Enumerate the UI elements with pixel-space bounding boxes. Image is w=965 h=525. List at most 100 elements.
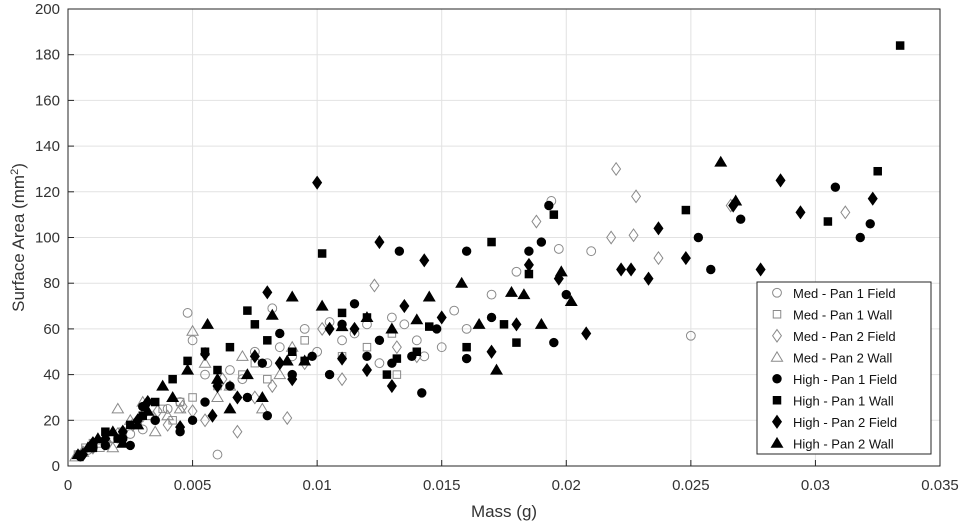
data-point [386,312,397,323]
data-point [317,249,327,258]
data-point [200,369,210,380]
data-point [374,235,385,250]
data-point [653,221,664,236]
x-tick-label: 0.035 [921,477,959,494]
legend-item: High - Pan 1 Wall [772,393,894,408]
data-point [536,237,547,247]
data-point [162,417,173,432]
legend-item: Med - Pan 2 Wall [770,350,892,365]
legend-item: High - Pan 2 Field [771,414,897,430]
data-point [626,262,637,277]
data-point [242,392,253,403]
legend-label: Med - Pan 2 Wall [793,350,892,365]
data-point [337,372,348,387]
data-point [111,402,125,414]
data-point [362,342,372,352]
data-point [337,308,347,318]
data-point [455,276,469,288]
x-tick-label: 0.01 [303,477,332,494]
legend-label: Med - Pan 2 Field [793,329,896,344]
legend-marker [772,310,782,319]
data-point [436,342,447,353]
data-point [487,237,496,247]
data-point [855,232,865,243]
data-point [298,354,312,366]
data-point [249,349,260,364]
data-point [616,262,627,277]
data-point [181,363,195,375]
data-point [581,326,592,341]
data-point [287,372,298,387]
data-point [223,402,237,414]
x-tick-label: 0.015 [423,477,461,494]
data-point [287,347,297,356]
data-point [255,402,269,414]
legend-marker [772,287,782,298]
data-point [207,408,218,423]
data-point [504,285,518,297]
data-point [116,436,130,448]
legend-marker [771,414,783,429]
data-point [361,362,372,378]
data-point [511,266,522,277]
data-point [200,346,211,362]
data-point [267,378,278,394]
data-point [106,441,120,453]
data-point [255,391,269,402]
data-point [693,232,704,243]
data-point [499,320,509,329]
data-point [131,418,145,430]
y-axis-label-close: ) [9,163,28,169]
data-point [422,290,436,302]
legend-marker [772,374,782,384]
data-point [263,336,272,345]
data-point [386,378,397,394]
y-axis-label: Surface Area (mm2) [9,163,28,312]
legend-label: Med - Pan 1 Field [793,286,896,301]
data-point [91,432,105,444]
data-point [511,317,522,332]
data-point [417,388,427,398]
data-point [200,413,211,428]
x-tick-label: 0.02 [552,477,581,494]
data-point [317,321,328,336]
y-tick-label: 200 [35,1,60,18]
data-point [735,214,746,224]
data-point [486,312,497,323]
data-point [274,342,285,353]
data-point [374,335,385,346]
x-tick-label: 0 [64,477,72,494]
data-point [81,441,95,453]
data-point [200,397,210,407]
y-tick-label: 40 [43,367,60,384]
legend-marker [770,350,784,362]
data-point [419,253,430,268]
data-point [369,278,380,293]
data-point [250,320,260,329]
legend-item: High - Pan 2 Wall [770,436,894,451]
data-point [262,285,273,300]
data-point [840,205,851,220]
data-point [517,288,531,300]
data-point [392,354,402,363]
data-point [162,403,173,414]
y-axis-label-main: Surface Area (mm [9,175,28,312]
data-point [275,328,285,339]
legend-item: Med - Pan 2 Field [771,328,896,344]
data-point [631,189,642,204]
legend-label: Med - Pan 1 Wall [793,307,892,322]
data-point [606,230,617,245]
data-point [324,369,335,380]
legend-marker [770,436,784,448]
data-point [168,374,177,384]
data-point [419,351,430,362]
data-point [374,358,385,369]
y-tick-label: 60 [43,321,60,338]
y-tick-label: 100 [35,230,60,247]
data-point [335,320,349,332]
legend-label: High - Pan 2 Wall [793,436,894,451]
data-point [212,449,223,460]
data-point [225,342,235,352]
data-point [225,365,235,375]
